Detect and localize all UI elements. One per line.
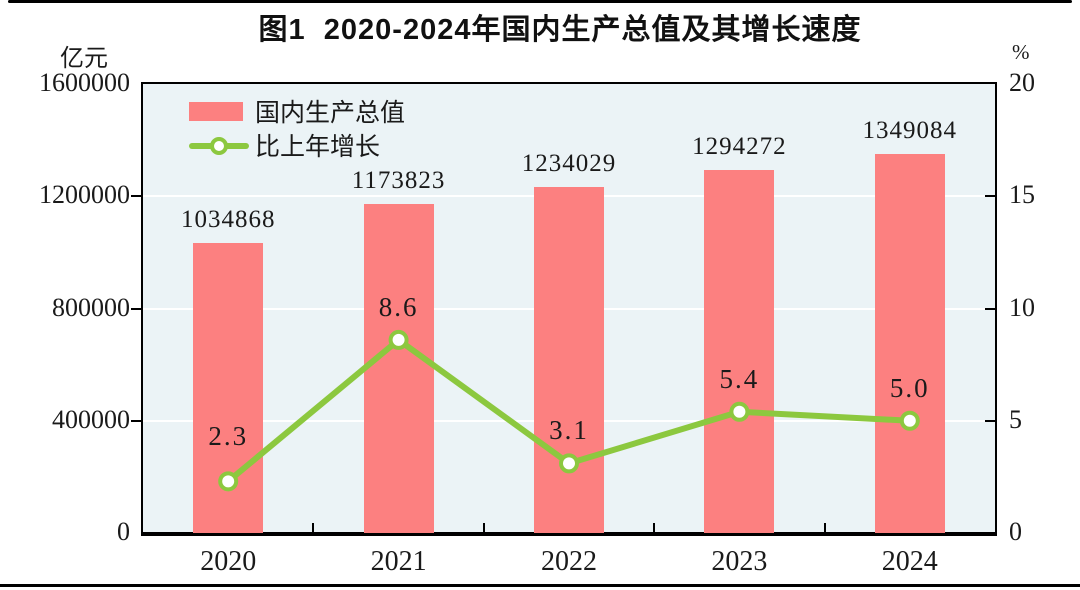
growth-marker-2021 bbox=[388, 329, 409, 350]
left-axis-tick-label: 400000 bbox=[52, 404, 130, 434]
x-axis-category-label-2022: 2022 bbox=[541, 546, 597, 577]
bar-value-label-2022: 1234029 bbox=[521, 149, 617, 177]
growth-value-label-2023: 5.4 bbox=[719, 363, 760, 394]
legend-row-growth: 比上年增长 bbox=[189, 128, 405, 162]
bar-2023 bbox=[704, 169, 775, 533]
bar-2022 bbox=[534, 186, 604, 533]
right-axis-tick-label: 15 bbox=[1009, 180, 1035, 210]
x-axis-category-label-2024: 2024 bbox=[881, 546, 938, 577]
x-axis-tick-mark bbox=[823, 523, 826, 533]
growth-marker-2023 bbox=[729, 401, 750, 422]
right-axis-tick-mark bbox=[985, 307, 995, 310]
right-axis-tick-label: 5 bbox=[1009, 404, 1022, 434]
legend-line-swatch-icon bbox=[189, 136, 249, 155]
left-axis-unit-label: 亿元 bbox=[60, 46, 108, 72]
right-axis-tick-label: 0 bbox=[1009, 517, 1022, 546]
right-axis-tick-label: 20 bbox=[1009, 68, 1035, 97]
x-axis-category-label-2021: 2021 bbox=[370, 546, 427, 577]
right-axis-tick-label: 10 bbox=[1009, 292, 1035, 322]
legend-line-marker-icon bbox=[210, 136, 228, 155]
top-border-line bbox=[8, 0, 1072, 3]
bar-2021 bbox=[363, 203, 434, 533]
left-axis-tick-label: 1200000 bbox=[39, 180, 130, 210]
x-axis-category-label-2023: 2023 bbox=[711, 546, 768, 577]
growth-marker-2022 bbox=[559, 453, 579, 474]
left-axis-tick-label: 0 bbox=[117, 517, 130, 546]
growth-marker-2020 bbox=[218, 471, 239, 492]
x-axis-line bbox=[141, 532, 997, 536]
bar-2024 bbox=[874, 154, 945, 533]
left-axis-tick-label: 800000 bbox=[52, 292, 130, 322]
chart-legend: 国内生产总值 比上年增长 bbox=[189, 94, 405, 162]
chart-title: 图1 2020-2024年国内生产总值及其增长速度 bbox=[258, 14, 862, 46]
growth-marker-2024 bbox=[899, 410, 920, 431]
growth-value-label-2021: 8.6 bbox=[378, 291, 419, 322]
legend-bar-label: 国内生产总值 bbox=[255, 100, 406, 127]
left-axis-tick-label: 1600000 bbox=[39, 68, 130, 97]
bar-value-label-2024: 1349084 bbox=[862, 117, 958, 145]
left-axis-tick-mark bbox=[131, 419, 141, 422]
growth-value-label-2022: 3.1 bbox=[549, 415, 589, 446]
bar-value-label-2023: 1294272 bbox=[692, 132, 787, 160]
legend-row-gdp: 国内生产总值 bbox=[189, 94, 405, 128]
x-axis-tick-mark bbox=[653, 523, 656, 533]
x-axis-tick-mark bbox=[312, 523, 315, 533]
right-axis-unit-label: % bbox=[1012, 40, 1030, 64]
right-axis-tick-mark bbox=[985, 195, 995, 198]
growth-value-label-2024: 5.0 bbox=[889, 372, 930, 403]
bar-value-label-2021: 1173823 bbox=[351, 166, 446, 194]
legend-bar-swatch-icon bbox=[189, 101, 243, 121]
left-axis-tick-mark bbox=[131, 195, 141, 198]
bar-value-label-2020: 1034868 bbox=[180, 205, 276, 233]
growth-line-series bbox=[218, 329, 920, 492]
x-axis-category-label-2020: 2020 bbox=[200, 546, 257, 577]
growth-value-label-2020: 2.3 bbox=[208, 421, 249, 452]
legend-line-label: 比上年增长 bbox=[255, 134, 381, 161]
left-axis-tick-mark bbox=[131, 307, 141, 310]
plot-area: 国内生产总值 比上年增长 bbox=[141, 82, 997, 536]
bottom-border-line bbox=[0, 584, 1080, 587]
right-axis-tick-mark bbox=[985, 419, 995, 422]
x-axis-tick-mark bbox=[482, 523, 485, 533]
